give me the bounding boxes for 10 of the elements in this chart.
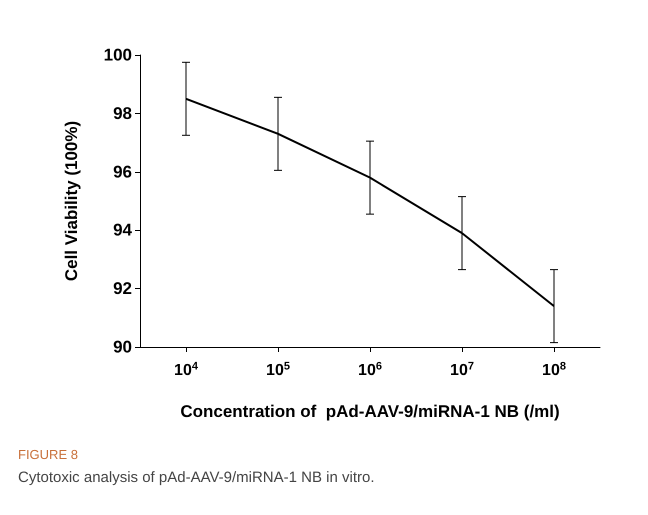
y-tick-label: 96: [113, 162, 132, 182]
caption: FIGURE 8: [18, 447, 78, 462]
y-tick-label: 100: [104, 46, 132, 64]
y-tick-label: 98: [113, 104, 132, 123]
y-tick-label: 94: [113, 220, 133, 240]
text: Cytotoxic analysis of pAd-AAV-9/miRNA-1 NB in vitro.: [18, 469, 375, 486]
x-axis-title: Concentration of pAd-AAV-9/miRNA-1 NB (/ml): [180, 402, 560, 421]
y-tick-label: 90: [113, 338, 132, 356]
y-axis-title: Cell Viability (100%): [62, 120, 81, 282]
y-tick-label: 92: [113, 279, 132, 298]
